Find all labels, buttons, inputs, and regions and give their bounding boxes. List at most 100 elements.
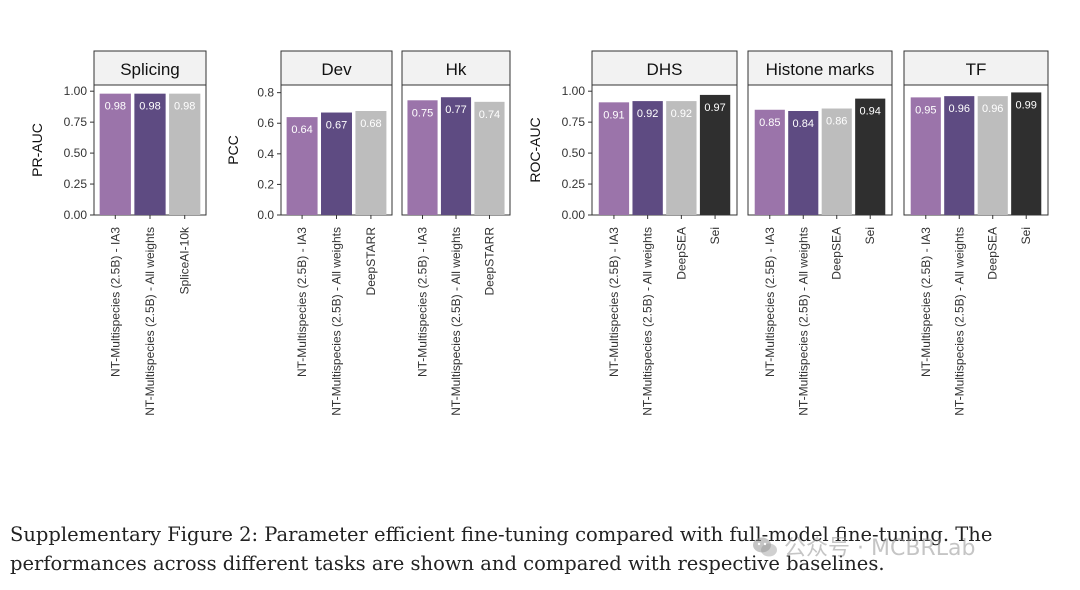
y-tick-label: 1.00: [562, 84, 586, 98]
panel-title: Dev: [321, 60, 352, 79]
bar-value-label: 0.94: [860, 106, 881, 118]
bar: [321, 112, 352, 215]
x-tick-label: NT-Multispecies (2.5B) - All weights: [796, 227, 810, 416]
x-tick-label: NT-Multispecies (2.5B) - All weights: [330, 227, 344, 416]
bar: [440, 97, 472, 215]
bar-value-label: 0.67: [326, 120, 347, 132]
x-tick-label: NT-Multispecies (2.5B) - All weights: [952, 227, 966, 416]
y-tick-label: 0.25: [562, 177, 586, 191]
chart-group-0: PR-AUC 0.00 0.25 0.50 0.75 1.00 Splicing 0.98 NT…: [29, 50, 207, 416]
bar: [169, 93, 201, 215]
x-tick-label: Sei: [1019, 227, 1033, 244]
bar-value-label: 0.75: [412, 107, 433, 119]
bar-value-label: 0.77: [445, 104, 466, 116]
x-tick-label: NT-Multispecies (2.5B) - IA3: [295, 227, 309, 377]
bar-value-label: 0.98: [139, 101, 160, 113]
x-tick-label: NT-Multispecies (2.5B) - All weights: [641, 227, 655, 416]
bar-value-label: 0.95: [915, 104, 936, 116]
panel-strip: [747, 50, 893, 86]
chart-group-2: ROC-AUC 0.00 0.25 0.50 0.75 1.00 DHS 0.91 NT-Mul…: [527, 50, 1049, 416]
x-tick-label: NT-Multispecies (2.5B) - IA3: [416, 227, 430, 377]
chart-group-1: PCC 0.0 0.2 0.4 0.6 0.8 Dev 0.64 NT-Multispecies…: [225, 50, 511, 416]
bar-plots: PR-AUC 0.00 0.25 0.50 0.75 1.00 Splicing 0.98 NT…: [29, 50, 1049, 416]
bar-value-label: 0.96: [982, 103, 1003, 115]
bar-value-label: 0.74: [479, 109, 500, 121]
bar-value-label: 0.98: [105, 101, 126, 113]
y-tick-label: 0.2: [257, 177, 274, 191]
bar: [944, 96, 975, 215]
bar: [355, 111, 387, 215]
bar: [788, 111, 819, 215]
x-tick-label: NT-Multispecies (2.5B) - All weights: [143, 227, 157, 416]
bar-value-label: 0.99: [1016, 99, 1037, 111]
bar: [821, 108, 852, 215]
panel-title: DHS: [647, 60, 683, 79]
panel-dev: Dev 0.64 NT-Multispecies (2.5B) - IA3 0.67 N…: [280, 50, 393, 416]
x-tick-label: DeepSTARR: [364, 227, 378, 296]
y-tick-label: 1.00: [64, 84, 88, 98]
x-tick-label: DeepSEA: [674, 227, 688, 280]
bar: [910, 97, 941, 215]
y-axis-label: ROC-AUC: [527, 117, 543, 182]
bar-value-label: 0.84: [793, 118, 814, 130]
panel-strip: [591, 50, 738, 86]
watermark: 公众号 · MCBRLab: [752, 530, 975, 562]
bar: [1011, 92, 1042, 215]
caption-line-1: Supplementary Figure 2: Parameter effici…: [10, 523, 993, 546]
x-tick-label: Sei: [708, 227, 722, 244]
bar: [134, 93, 166, 215]
y-tick-label: 0.6: [257, 116, 274, 130]
panel-title: Histone marks: [766, 60, 875, 79]
y-tick-label: 0.25: [64, 177, 88, 191]
bar-value-label: 0.98: [174, 101, 195, 113]
panel-title: TF: [966, 60, 987, 79]
bar: [754, 109, 785, 215]
panel-strip: [280, 50, 393, 86]
y-tick-label: 0.4: [257, 147, 274, 161]
panel-splicing: Splicing 0.98 NT-Multispecies (2.5B) - IA3…: [93, 50, 207, 416]
bar: [632, 101, 663, 215]
bar: [407, 100, 438, 215]
figure-canvas: PR-AUC 0.00 0.25 0.50 0.75 1.00 Splicing 0.98 NT…: [29, 50, 1049, 416]
bar-value-label: 0.96: [949, 103, 970, 115]
panel-tf: TF 0.95 NT-Multispecies (2.5B) - IA3 0.96 NT…: [903, 50, 1049, 416]
panel-title: Splicing: [120, 60, 180, 79]
bar: [666, 101, 697, 215]
panel-strip: [401, 50, 511, 86]
bar-value-label: 0.92: [637, 108, 658, 120]
y-tick-label: 0.00: [64, 208, 88, 222]
bar-value-label: 0.68: [360, 118, 381, 130]
x-tick-label: DeepSEA: [830, 227, 844, 280]
bar: [474, 101, 505, 215]
x-tick-label: NT-Multispecies (2.5B) - All weights: [449, 227, 463, 416]
bar-value-label: 0.92: [671, 108, 692, 120]
panel-dhs: DHS 0.91 NT-Multispecies (2.5B) - IA3 0.92 N…: [591, 50, 738, 416]
y-tick-label: 0.50: [64, 146, 88, 160]
y-axis-label: PCC: [225, 135, 241, 165]
panel-title: Hk: [446, 60, 467, 79]
x-tick-label: DeepSTARR: [482, 227, 496, 296]
bar: [699, 94, 731, 215]
bar-value-label: 0.91: [603, 109, 624, 121]
y-tick-label: 0.00: [562, 208, 586, 222]
panel-strip: [93, 50, 207, 86]
panel-histone-marks: Histone marks 0.85 NT-Multispecies (2.5B) …: [747, 50, 893, 416]
y-tick-label: 0.8: [257, 86, 274, 100]
wechat-icon: [753, 537, 777, 557]
bar: [286, 117, 318, 215]
x-tick-label: DeepSEA: [986, 227, 1000, 280]
bar-value-label: 0.86: [826, 116, 847, 128]
bar-value-label: 0.64: [291, 124, 312, 136]
x-tick-label: NT-Multispecies (2.5B) - IA3: [763, 227, 777, 377]
y-tick-label: 0.50: [562, 146, 586, 160]
x-tick-label: NT-Multispecies (2.5B) - IA3: [919, 227, 933, 377]
x-tick-label: NT-Multispecies (2.5B) - IA3: [108, 227, 122, 377]
bar: [977, 96, 1008, 215]
bar-value-label: 0.85: [759, 117, 780, 129]
y-tick-label: 0.75: [64, 115, 88, 129]
caption-line-2: performances across different tasks are …: [10, 552, 885, 575]
panel-strip: [903, 50, 1049, 86]
y-tick-label: 0.0: [257, 208, 274, 222]
bar: [99, 93, 131, 215]
y-axis-label: PR-AUC: [29, 123, 45, 177]
